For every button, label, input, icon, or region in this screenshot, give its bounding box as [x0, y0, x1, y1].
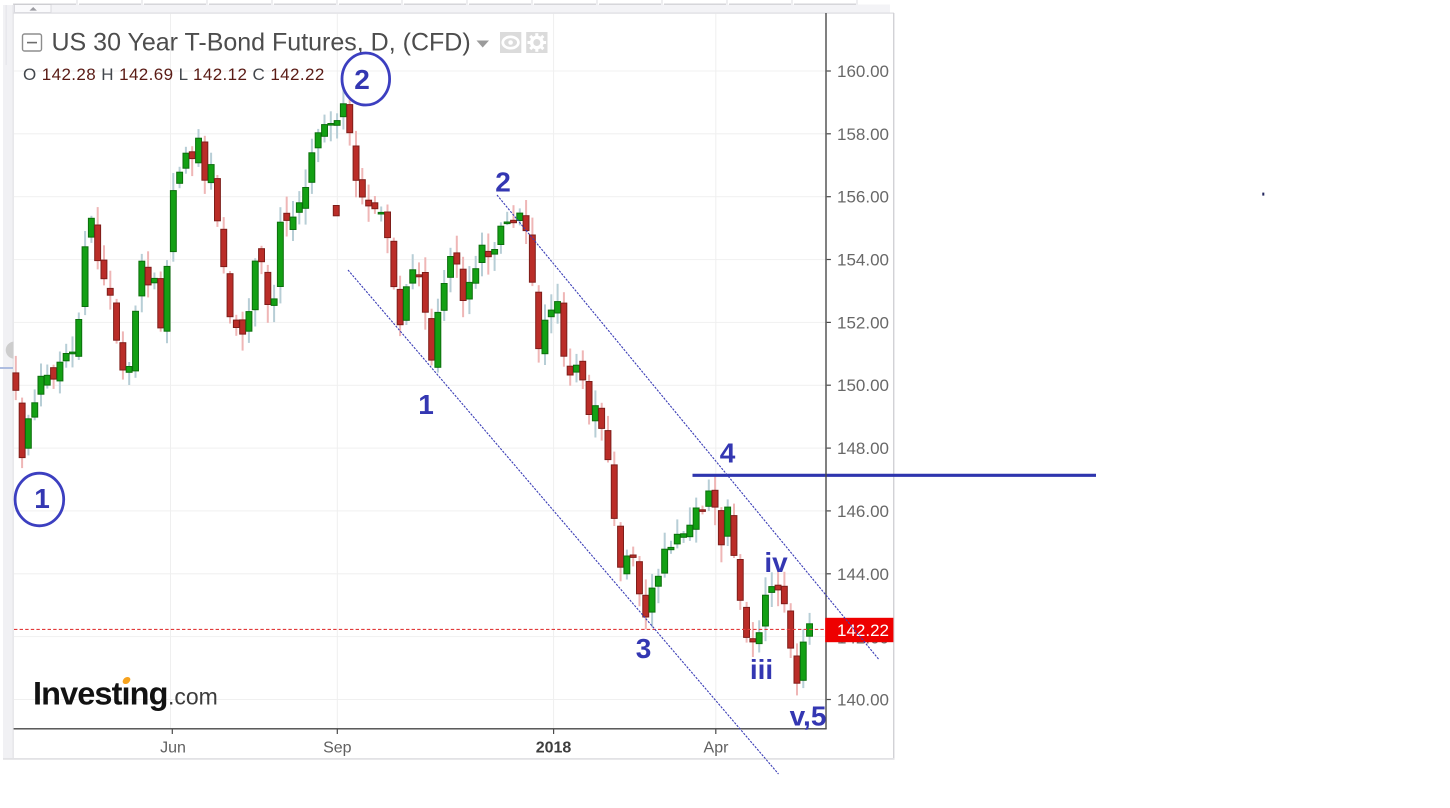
svg-text:2: 2 — [495, 167, 511, 198]
svg-text:140.00: 140.00 — [837, 691, 889, 710]
svg-text:150.00: 150.00 — [837, 376, 889, 395]
svg-text:US 30 Year T-Bond Futures, D,: US 30 Year T-Bond Futures, D, (CFD) — [52, 29, 471, 57]
svg-text:154.00: 154.00 — [837, 251, 889, 270]
svg-text:v,5: v,5 — [790, 701, 827, 732]
svg-text:iii: iii — [750, 654, 773, 685]
svg-text:1: 1 — [418, 389, 434, 420]
svg-text:1: 1 — [34, 483, 50, 514]
svg-text:142.22: 142.22 — [837, 621, 889, 640]
svg-text:Jun: Jun — [160, 740, 186, 757]
svg-text:iv: iv — [764, 547, 788, 578]
svg-text:Sep: Sep — [323, 740, 352, 757]
svg-text:156.00: 156.00 — [837, 188, 889, 207]
svg-text:148.00: 148.00 — [837, 439, 889, 458]
svg-text:2018: 2018 — [536, 740, 572, 757]
svg-text:160.00: 160.00 — [837, 62, 889, 81]
svg-text:3: 3 — [636, 633, 652, 664]
svg-text:152.00: 152.00 — [837, 313, 889, 332]
svg-text:Apr: Apr — [704, 740, 730, 757]
svg-text:O 142.28 H 142.69 L 142.12: O 142.28 H 142.69 L 142.12 C 142.22 — [23, 65, 325, 84]
svg-text:Investıng: Investıng — [33, 676, 168, 712]
svg-text:4: 4 — [720, 438, 736, 469]
svg-text:144.00: 144.00 — [837, 565, 889, 584]
svg-text:146.00: 146.00 — [837, 502, 889, 521]
svg-text:158.00: 158.00 — [837, 125, 889, 144]
svg-text:2: 2 — [354, 64, 370, 95]
svg-text:.com: .com — [168, 684, 218, 710]
